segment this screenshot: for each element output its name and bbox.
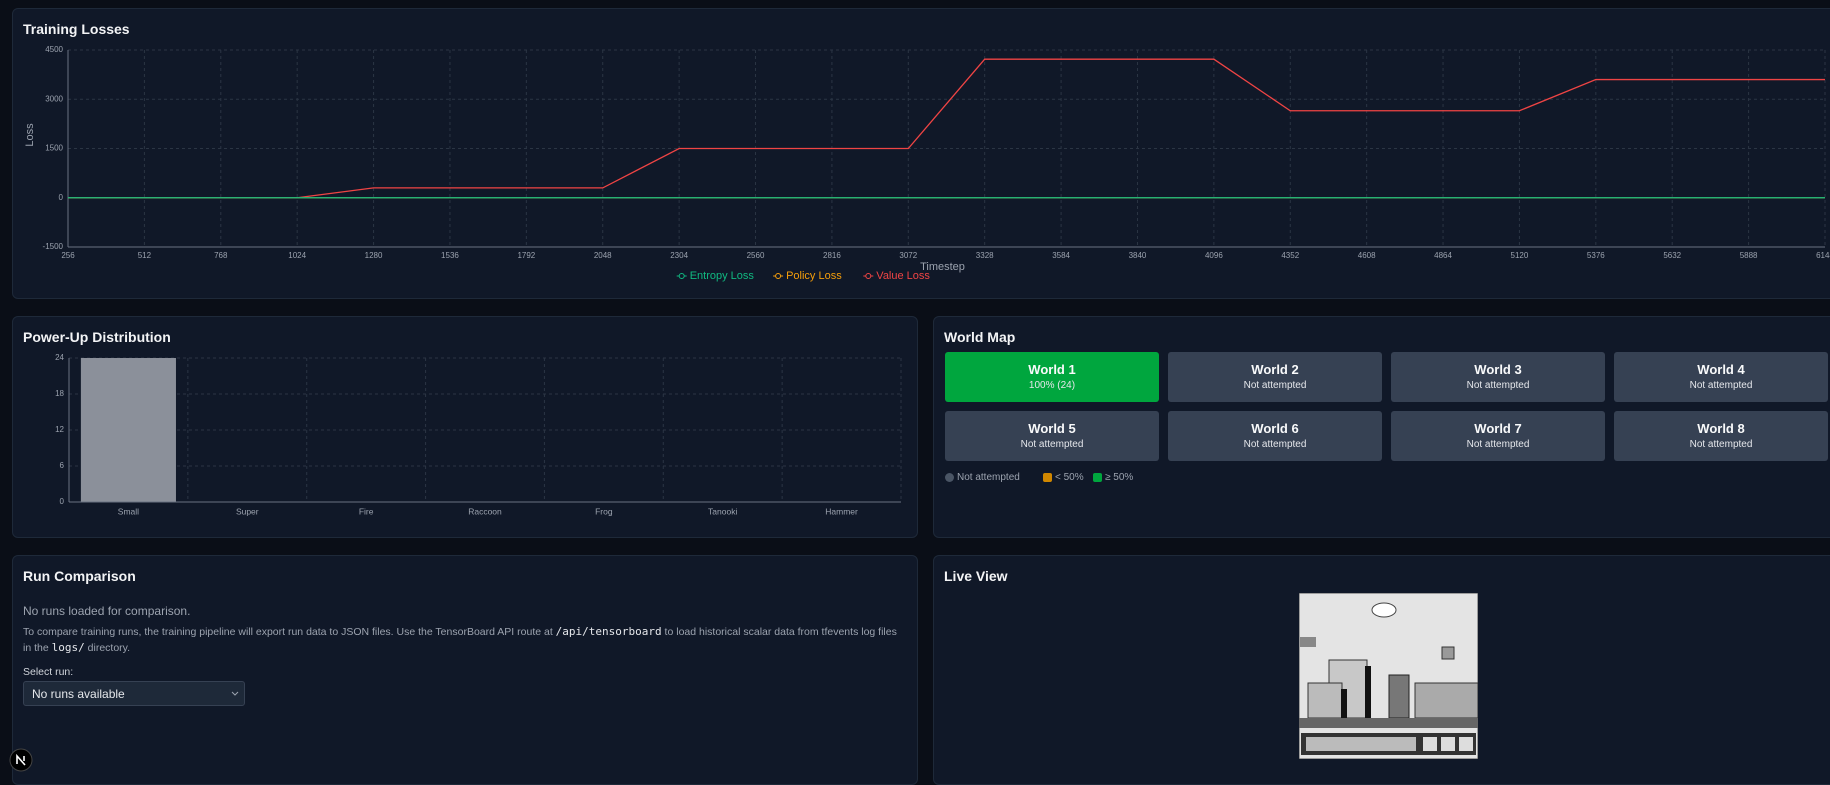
world-tile: World 6 Not attempted — [1168, 411, 1382, 461]
world-status: Not attempted — [1466, 439, 1530, 450]
legend-item: < 50% — [1043, 472, 1084, 483]
world-tile: World 2 Not attempted — [1168, 352, 1382, 402]
world-tile: World 1 100% (24) — [945, 352, 1159, 402]
world-tile: World 3 Not attempted — [1391, 352, 1605, 402]
world-status: Not attempted — [1689, 380, 1753, 391]
world-status: Not attempted — [1020, 439, 1084, 450]
world-map-panel: World Map World 1 100% (24) World 2 Not att… — [933, 316, 1830, 538]
legend-label: < 50% — [1055, 472, 1084, 483]
panel-title: Live View — [944, 568, 1008, 584]
panel-title: Power-Up Distribution — [23, 329, 171, 345]
world-status: Not attempted — [1466, 380, 1530, 391]
world-tile: World 4 Not attempted — [1614, 352, 1828, 402]
legend-swatch — [945, 473, 954, 482]
legend-swatch — [1093, 473, 1102, 482]
world-tile: World 5 Not attempted — [945, 411, 1159, 461]
world-name: World 5 — [1028, 421, 1076, 436]
world-name: World 3 — [1474, 362, 1522, 377]
world-tile: World 8 Not attempted — [1614, 411, 1828, 461]
world-status: Not attempted — [1243, 380, 1307, 391]
world-name: World 6 — [1251, 421, 1299, 436]
game-frame — [1299, 593, 1478, 759]
world-status: 100% (24) — [1028, 380, 1076, 391]
text: directory. — [84, 642, 131, 654]
description: To compare training runs, the training p… — [23, 624, 903, 656]
legend-label: Not attempted — [957, 472, 1020, 483]
live-view-panel: Live View — [933, 555, 1830, 785]
run-comparison-panel: Run Comparison No runs loaded for compar… — [12, 555, 918, 785]
empty-message: No runs loaded for comparison. — [23, 604, 191, 618]
text: to load historical scalar data from tfev… — [23, 626, 897, 654]
code-text: /api/tensorboard — [555, 625, 662, 638]
world-name: World 2 — [1251, 362, 1299, 377]
text: To compare training runs, the training p… — [23, 626, 556, 638]
panel-title: Run Comparison — [23, 568, 136, 584]
world-name: World 7 — [1474, 421, 1522, 436]
select-value: No runs available — [32, 687, 125, 701]
world-status: Not attempted — [1689, 439, 1753, 450]
legend-item: Not attempted — [945, 472, 1020, 483]
world-name: World 8 — [1697, 421, 1745, 436]
run-select[interactable]: No runs available — [23, 681, 245, 706]
legend-label: ≥ 50% — [1105, 472, 1134, 483]
panel-title: Training Losses — [23, 21, 130, 37]
training-losses-panel: Training Losses — [12, 8, 1830, 299]
world-name: World 1 — [1028, 362, 1076, 377]
chevron — [231, 691, 239, 696]
world-tile: World 7 Not attempted — [1391, 411, 1605, 461]
nextjs-badge[interactable] — [9, 748, 33, 772]
legend-item: ≥ 50% — [1093, 472, 1133, 483]
legend-swatch — [1043, 473, 1052, 482]
select-label: Select run: — [23, 666, 74, 678]
world-name: World 4 — [1697, 362, 1745, 377]
panel-title: World Map — [944, 329, 1016, 345]
code-text: logs/ — [51, 641, 85, 654]
world-status: Not attempted — [1243, 439, 1307, 450]
powerup-panel: Power-Up Distribution — [12, 316, 918, 538]
